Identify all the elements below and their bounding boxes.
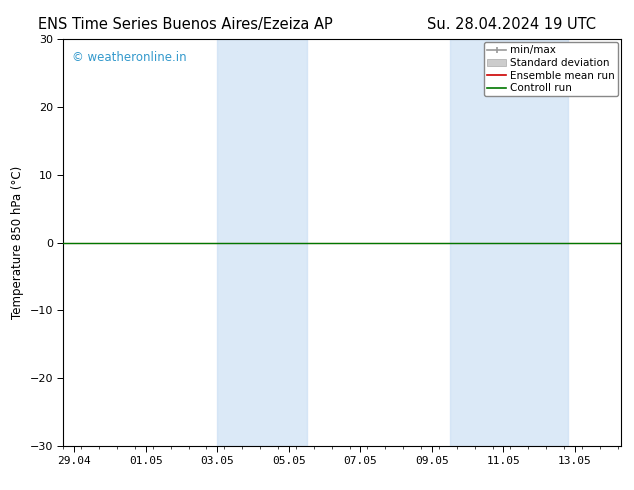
Text: © weatheronline.in: © weatheronline.in (72, 51, 186, 64)
Text: ENS Time Series Buenos Aires/Ezeiza AP: ENS Time Series Buenos Aires/Ezeiza AP (38, 17, 333, 32)
Bar (450, 39, 567, 446)
Bar (217, 39, 307, 446)
Y-axis label: Temperature 850 hPa (°C): Temperature 850 hPa (°C) (11, 166, 24, 319)
Text: Su. 28.04.2024 19 UTC: Su. 28.04.2024 19 UTC (427, 17, 596, 32)
Legend: min/max, Standard deviation, Ensemble mean run, Controll run: min/max, Standard deviation, Ensemble me… (484, 42, 618, 97)
